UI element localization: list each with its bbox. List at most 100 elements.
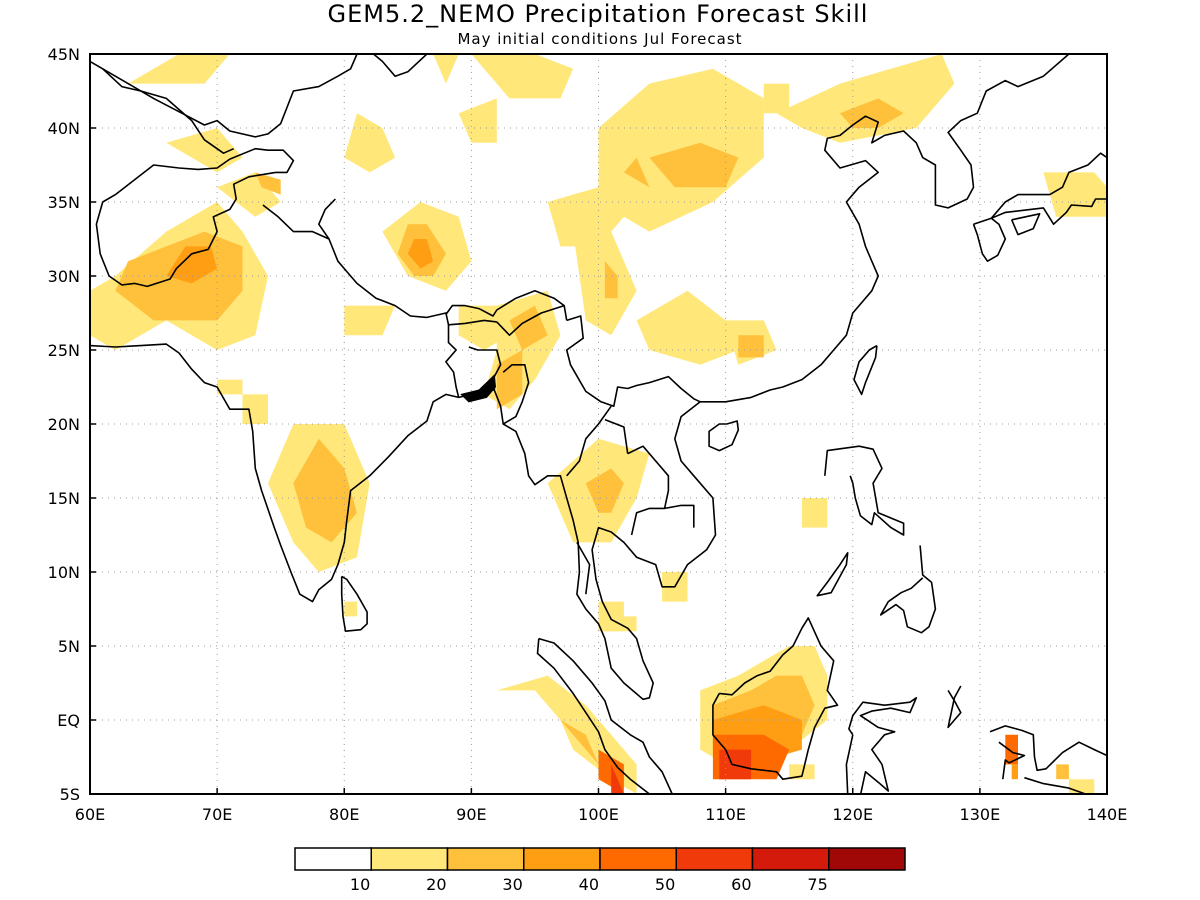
skill-region-30 <box>509 305 548 350</box>
colorbar-swatch <box>294 847 372 871</box>
skill-region-4 <box>255 172 281 195</box>
colorbar-label: 75 <box>807 875 827 894</box>
coastline <box>1010 213 1041 236</box>
coastline <box>502 363 530 425</box>
y-tick-label: 5S <box>60 785 80 804</box>
coastline <box>630 507 665 536</box>
y-tick-label: 30N <box>48 267 80 286</box>
coastline <box>824 445 905 536</box>
colorbar-swatch <box>599 847 677 871</box>
coastline <box>317 198 336 240</box>
colorbar-label: 30 <box>502 875 522 894</box>
skill-region-54 <box>1011 764 1018 780</box>
coastline <box>102 68 235 154</box>
skill-region-55 <box>1056 764 1069 780</box>
coastline <box>496 304 565 337</box>
skill-region-13 <box>433 54 459 84</box>
skill-region-25 <box>776 54 955 143</box>
coastline <box>445 289 568 321</box>
colorbar-legend: 10 20 30 40 50 60 75 <box>294 847 906 894</box>
colorbar-label: 40 <box>579 875 599 894</box>
coastline <box>972 217 1007 263</box>
colorbar-label: 20 <box>426 875 446 894</box>
coastline <box>340 575 368 633</box>
skill-region-52 <box>789 764 815 780</box>
colorbar-swatch <box>675 847 754 871</box>
skill-region-18 <box>573 231 637 336</box>
chart-title: GEM5.2_NEMO Precipitation Forecast Skill <box>328 0 869 28</box>
coastline <box>853 344 878 396</box>
coastline <box>95 147 295 288</box>
skill-region-46 <box>611 764 624 794</box>
coastline <box>816 551 849 597</box>
x-tick-label: 60E <box>75 805 105 824</box>
coastline <box>998 741 1026 780</box>
coastline <box>468 346 502 390</box>
y-tick-label: 20N <box>48 415 80 434</box>
skill-region-33 <box>242 394 268 424</box>
coastline <box>566 405 612 477</box>
colorbar-swatch <box>751 847 830 871</box>
skill-region-17 <box>547 187 624 247</box>
x-tick-label: 90E <box>456 805 486 824</box>
coastline <box>708 420 740 452</box>
coastline <box>990 152 1107 225</box>
coastline <box>538 637 673 794</box>
skill-region-11 <box>344 113 396 173</box>
coastline <box>90 54 358 138</box>
y-tick-label: 25N <box>48 341 80 360</box>
y-tick-label: 40N <box>48 119 80 138</box>
x-tick-label: 140E <box>1087 805 1128 824</box>
skill-region-6 <box>128 54 230 84</box>
y-tick-label: 45N <box>48 45 80 64</box>
coastline <box>372 54 428 77</box>
coastline <box>1024 776 1086 794</box>
coastline <box>262 204 497 326</box>
skill-region-32 <box>217 379 243 395</box>
y-tick-label: 15N <box>48 489 80 508</box>
skill-region-56 <box>1068 779 1095 794</box>
x-tick-label: 100E <box>578 805 619 824</box>
coastline <box>916 843 941 846</box>
x-tick-label: 70E <box>202 805 232 824</box>
y-tick-label: EQ <box>57 711 80 730</box>
x-tick-label: 120E <box>832 805 873 824</box>
coastline <box>90 54 1070 701</box>
coastline <box>445 324 460 398</box>
coastline <box>565 315 701 408</box>
chart-subtitle: May initial conditions Jul Forecast <box>457 30 742 48</box>
skill-region-10 <box>407 239 434 269</box>
skill-region-20 <box>471 54 574 99</box>
axis-labels: 60E 70E 80E 90E 100E 110E 120E 130E 140E 5S EQ 5N 10… <box>48 45 1128 824</box>
x-tick-label: 130E <box>960 805 1001 824</box>
skill-region-41 <box>801 498 828 528</box>
skill-region-36 <box>344 601 357 617</box>
skill-region-44 <box>534 705 599 765</box>
skill-region-53 <box>1005 734 1018 765</box>
y-tick-label: 35N <box>48 193 80 212</box>
coastline <box>845 696 918 794</box>
skill-region-12 <box>458 98 497 143</box>
coastline <box>989 725 1107 772</box>
skill-region-15 <box>649 142 739 188</box>
skill-region-35 <box>293 438 357 543</box>
coastline <box>777 824 790 839</box>
coastline <box>662 793 664 794</box>
skill-region-27 <box>1043 172 1107 217</box>
skill-region-22 <box>636 290 739 365</box>
coastline <box>879 545 937 634</box>
colorbar-swatch <box>370 847 449 871</box>
colorbar-swatch <box>828 847 906 871</box>
coastline <box>947 685 962 729</box>
colorbar-label: 60 <box>731 875 751 894</box>
skill-region-26 <box>840 98 904 128</box>
skill-region-21 <box>763 83 790 114</box>
map-area <box>90 54 1107 846</box>
skill-region-2 <box>166 246 218 284</box>
y-tick-label: 5N <box>58 637 80 656</box>
coastline <box>576 542 591 595</box>
coastline <box>627 445 695 528</box>
coastlines <box>90 54 1107 846</box>
x-tick-label: 80E <box>329 805 359 824</box>
